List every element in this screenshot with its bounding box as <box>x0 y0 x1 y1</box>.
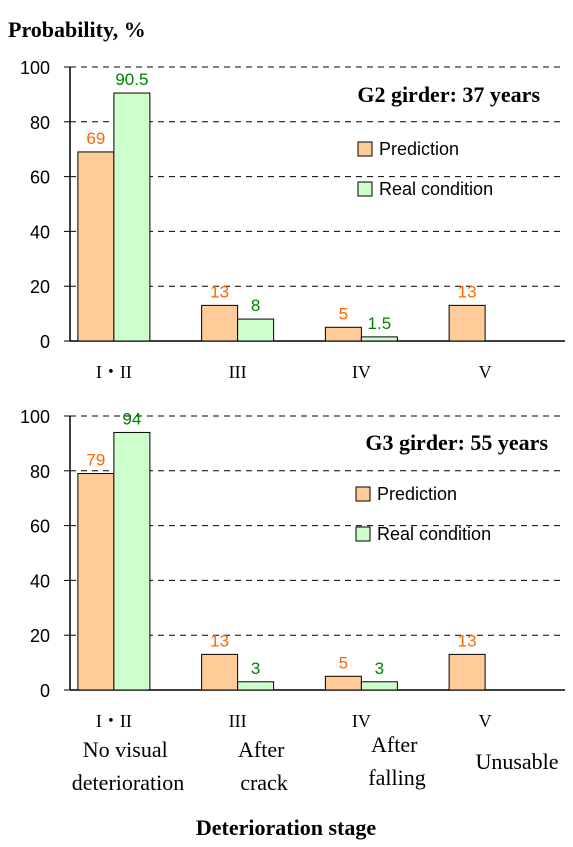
y-tick-label: 20 <box>30 626 50 646</box>
y-tick-label: 0 <box>40 332 50 352</box>
bar-real <box>360 336 398 342</box>
y-tick-label: 80 <box>30 462 50 482</box>
stage-desc-1: No visual deterioration <box>72 737 184 795</box>
stage-desc-1-line-1: No visual <box>83 737 168 762</box>
data-label-real: 90.5 <box>115 70 148 89</box>
bar-prediction <box>324 326 362 342</box>
data-label-prediction: 79 <box>86 451 105 470</box>
y-tick-label: 60 <box>30 168 50 188</box>
data-label-real: 94 <box>122 409 141 428</box>
data-label-prediction: 69 <box>86 129 105 148</box>
legend-label-real: Real condition <box>379 179 493 199</box>
stage-desc-2-line-2: crack <box>240 770 288 795</box>
data-label-prediction: 13 <box>210 631 229 650</box>
x-tick-label: V <box>479 711 492 731</box>
data-label-prediction: 5 <box>339 304 348 323</box>
data-label-real: 1.5 <box>368 314 392 333</box>
x-tick-label: IV <box>352 362 371 382</box>
legend-label-real: Real condition <box>377 524 491 544</box>
bar-prediction <box>77 151 115 342</box>
y-tick-label: 100 <box>20 407 50 427</box>
legend-label-prediction: Prediction <box>377 484 457 504</box>
chart-title: G2 girder: 37 years <box>357 82 540 107</box>
bar-prediction <box>201 653 239 691</box>
bar-prediction <box>448 653 486 691</box>
bar-prediction <box>448 304 486 342</box>
bar-real <box>113 431 151 691</box>
chart-g2: 0 20 40 60 80 100 69 90.5 I・II 13 8 III 5 1.5 IV 13 V G2 … <box>20 58 565 382</box>
legend-swatch-prediction <box>357 141 373 157</box>
bar-real <box>113 92 151 342</box>
x-axis-title: Deterioration stage <box>196 815 376 840</box>
y-tick-label: 60 <box>30 517 50 537</box>
y-tick-label: 80 <box>30 113 50 133</box>
stage-desc-3-line-2: falling <box>368 765 425 790</box>
stage-desc-1-line-2: deterioration <box>72 770 184 795</box>
legend-swatch-real <box>357 181 373 197</box>
y-axis-title: Probability, % <box>8 17 146 42</box>
x-tick-label: III <box>229 711 247 731</box>
y-tick-label: 0 <box>40 681 50 701</box>
data-label-prediction: 13 <box>458 631 477 650</box>
data-label-real: 8 <box>251 296 260 315</box>
data-label-prediction: 13 <box>210 282 229 301</box>
x-tick-label: IV <box>352 711 371 731</box>
bar-real <box>237 318 275 342</box>
stage-desc-2: After crack <box>238 737 290 795</box>
chart-title: G3 girder: 55 years <box>365 430 548 455</box>
bar-real <box>237 681 275 691</box>
bar-prediction <box>324 675 362 691</box>
y-tick-label: 40 <box>30 571 50 591</box>
bar-prediction <box>201 304 239 342</box>
data-label-real: 3 <box>375 659 384 678</box>
legend-swatch-real <box>355 526 371 542</box>
stage-desc-4: Unusable <box>475 749 558 774</box>
y-tick-label: 100 <box>20 58 50 78</box>
data-label-prediction: 13 <box>458 282 477 301</box>
x-tick-label: I・II <box>96 711 132 731</box>
x-tick-label: V <box>479 362 492 382</box>
legend-swatch-prediction <box>355 486 371 502</box>
y-tick-label: 40 <box>30 222 50 242</box>
bar-prediction <box>77 473 115 691</box>
y-tick-label: 20 <box>30 277 50 297</box>
stage-desc-4-line-1: Unusable <box>475 749 558 774</box>
x-tick-label: III <box>229 362 247 382</box>
data-label-real: 3 <box>251 659 260 678</box>
stage-desc-2-line-1: After <box>238 737 285 762</box>
stage-desc-3-line-1: After <box>371 732 418 757</box>
stage-desc-3: After falling <box>368 732 425 790</box>
data-label-prediction: 5 <box>339 653 348 672</box>
stage-descriptions: No visual deterioration After crack Afte… <box>72 732 559 795</box>
legend-label-prediction: Prediction <box>379 139 459 159</box>
chart-g3: 0 20 40 60 80 100 79 94 I・II 13 3 III 5 3 IV 13 V G3 gird… <box>20 407 565 731</box>
bar-real <box>360 681 398 691</box>
x-tick-label: I・II <box>96 362 132 382</box>
